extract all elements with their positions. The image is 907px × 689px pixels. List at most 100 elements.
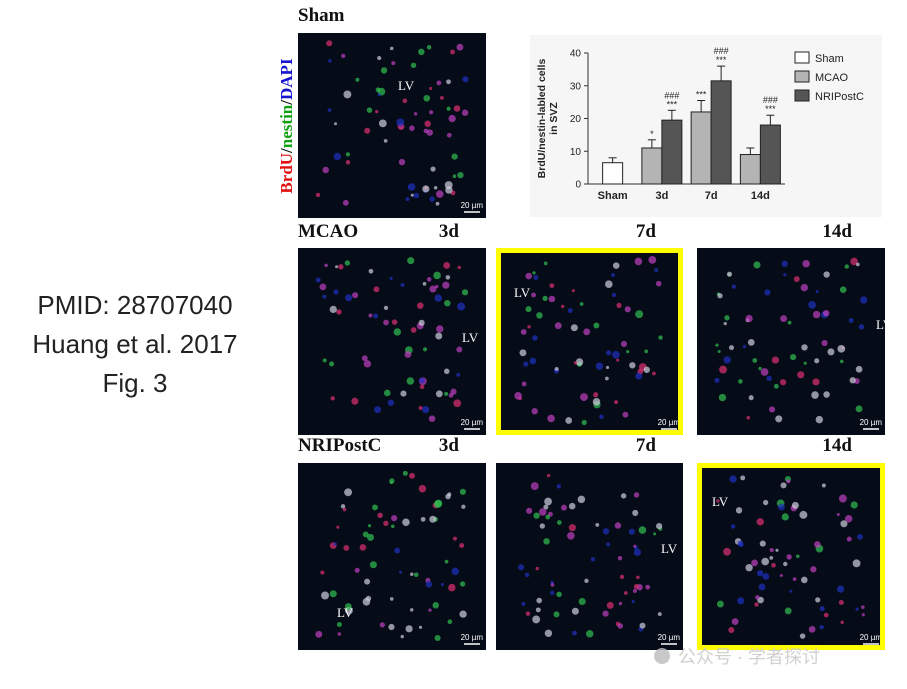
cell — [730, 524, 736, 529]
cell — [823, 391, 830, 398]
cell — [324, 263, 328, 268]
cell — [799, 633, 806, 639]
micrograph: LV 20 µm — [298, 33, 486, 218]
cell — [636, 575, 640, 580]
cell — [648, 256, 657, 264]
cell — [327, 108, 332, 113]
cell — [855, 365, 863, 373]
cell — [655, 280, 662, 287]
cell — [787, 320, 792, 325]
cell — [572, 630, 577, 636]
cell — [450, 49, 455, 55]
cell — [322, 294, 327, 299]
cell — [577, 495, 586, 504]
cell — [440, 582, 444, 587]
lv-label: LV — [462, 330, 479, 345]
cell — [758, 366, 762, 371]
cell — [533, 275, 539, 281]
cell — [579, 302, 584, 306]
y-tick-label: 10 — [570, 147, 582, 158]
legend-swatch — [794, 70, 810, 83]
cell — [556, 484, 562, 489]
cell — [362, 597, 371, 606]
bar — [739, 154, 761, 185]
cell — [383, 389, 391, 397]
cell — [539, 523, 545, 529]
cell — [451, 153, 458, 160]
cell — [617, 555, 623, 561]
cell — [583, 328, 591, 336]
significance-label: ### — [763, 95, 778, 105]
cell — [780, 315, 788, 323]
cell — [763, 499, 769, 506]
cell — [547, 414, 555, 423]
cell — [616, 302, 622, 308]
cell — [406, 377, 415, 385]
cell — [792, 577, 797, 581]
cell — [383, 520, 389, 527]
cell — [429, 110, 434, 115]
cell — [536, 597, 543, 604]
cell — [400, 390, 407, 397]
cell — [413, 192, 420, 199]
cell — [560, 304, 565, 309]
cell — [375, 110, 379, 114]
lv-label: LV — [398, 78, 415, 93]
cell — [333, 542, 337, 546]
cell — [624, 306, 631, 313]
cell — [633, 548, 642, 556]
lv-label: LV — [337, 605, 354, 620]
cell — [341, 53, 346, 59]
significance-label: *** — [716, 55, 727, 65]
time-label: 7d — [636, 221, 657, 242]
cell — [611, 273, 616, 277]
cell — [456, 43, 464, 51]
image-background — [298, 33, 486, 218]
time-label: 7d — [636, 435, 657, 456]
cell — [525, 611, 531, 616]
time-label: 3d — [439, 435, 460, 456]
cell — [819, 624, 824, 630]
cell — [758, 583, 766, 591]
cell — [836, 585, 845, 593]
cell — [364, 578, 371, 585]
cell — [570, 324, 578, 332]
cell — [746, 415, 751, 420]
cell — [377, 55, 382, 61]
cell — [740, 475, 746, 481]
cell — [543, 261, 548, 266]
cell — [436, 80, 442, 86]
cell — [658, 335, 663, 340]
cell — [752, 358, 758, 363]
cell — [656, 522, 663, 530]
x-tick-label: Sham — [598, 190, 628, 202]
stain-part: nestin — [277, 104, 296, 148]
cell — [530, 482, 539, 490]
cell — [535, 566, 539, 571]
cell — [629, 362, 636, 369]
cell — [387, 399, 395, 406]
cell — [799, 510, 808, 519]
cell — [329, 361, 335, 367]
cell — [315, 192, 321, 198]
cell — [426, 129, 433, 136]
cell — [567, 308, 573, 314]
significance-label: *** — [765, 104, 776, 114]
cell — [748, 395, 754, 401]
cell — [418, 377, 425, 384]
cell — [620, 340, 628, 347]
cell — [737, 540, 744, 547]
cell — [461, 504, 466, 509]
legend-swatch — [794, 89, 810, 102]
cell — [611, 292, 617, 298]
cell — [433, 271, 441, 280]
cell — [532, 271, 536, 275]
significance-label: * — [650, 129, 654, 139]
cell — [389, 597, 394, 601]
cell — [790, 353, 797, 361]
cell — [858, 324, 865, 330]
cell — [848, 318, 854, 323]
cell — [616, 358, 620, 362]
cell — [602, 610, 609, 617]
cell — [803, 361, 807, 365]
